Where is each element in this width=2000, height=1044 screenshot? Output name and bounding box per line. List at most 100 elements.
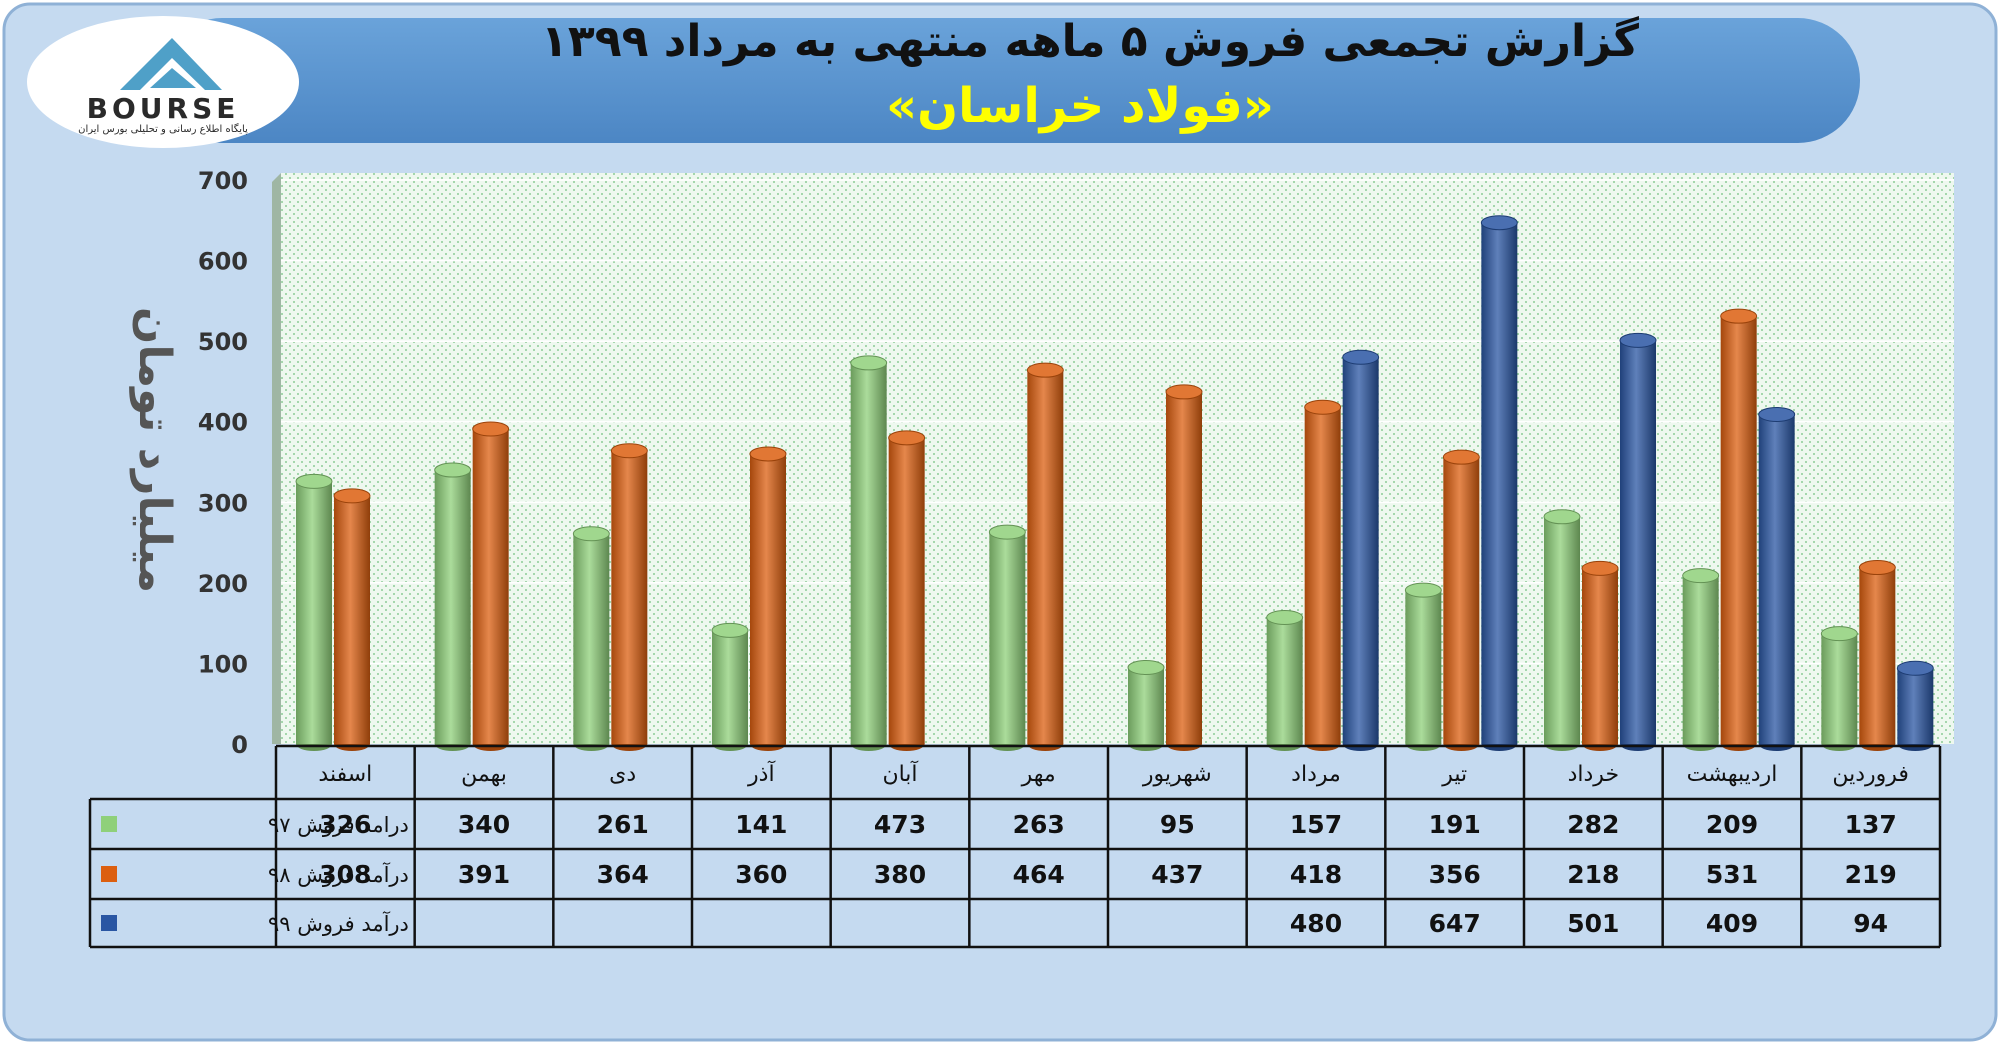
bar xyxy=(1026,362,1064,751)
logo-tagline: پایگاه اطلاع رسانی و تحلیلی بورس ایران xyxy=(78,123,248,135)
data-cell: 501 xyxy=(1567,909,1619,938)
y-tick-label: 700 xyxy=(198,167,248,195)
bar xyxy=(1442,449,1480,751)
data-cell: 308 xyxy=(319,860,371,889)
bar xyxy=(610,443,648,751)
data-cell: 157 xyxy=(1290,810,1342,839)
bar xyxy=(1858,560,1896,751)
y-tick-label: 600 xyxy=(198,248,248,276)
report-title: گزارش تجمعی فروش ۵ ماهه منتهی به مرداد ۱… xyxy=(541,15,1639,67)
logo-wordmark: BOURSE xyxy=(87,92,240,125)
plot-area xyxy=(281,173,1954,744)
bourse-logo: BOURSE پایگاه اطلاع رسانی و تحلیلی بورس … xyxy=(27,16,299,148)
category-label: مرداد xyxy=(1291,762,1341,787)
series-name: درامد فروش ۹۷ xyxy=(268,813,409,837)
data-cell: 647 xyxy=(1429,909,1481,938)
legend-entry: درآمد فروش ۹۸ xyxy=(101,862,409,887)
series-name: درآمد فروش ۹۹ xyxy=(268,911,409,936)
y-tick-label: 200 xyxy=(198,570,248,598)
data-cell: 418 xyxy=(1290,860,1342,889)
bar xyxy=(1165,384,1203,751)
bar xyxy=(988,524,1026,751)
legend-entry: درامد فروش ۹۷ xyxy=(101,813,409,837)
data-cell: 261 xyxy=(597,810,649,839)
report-subtitle: «فولاد خراسان» xyxy=(886,78,1274,134)
bar xyxy=(1720,308,1758,751)
data-cell: 326 xyxy=(319,810,371,839)
data-cell: 391 xyxy=(458,860,510,889)
bar xyxy=(472,421,510,751)
header-band xyxy=(160,18,1860,143)
category-label: دی xyxy=(609,762,636,787)
legend-swatch xyxy=(101,915,117,931)
category-label: خرداد xyxy=(1568,762,1619,787)
bars xyxy=(295,215,1934,751)
category-label: اردیبهشت xyxy=(1687,762,1778,787)
bar xyxy=(1896,660,1934,751)
bar xyxy=(1266,610,1304,751)
bar xyxy=(1127,659,1165,751)
plot-side-wall xyxy=(272,173,281,744)
data-cell: 473 xyxy=(874,810,926,839)
category-label: آبان xyxy=(882,760,918,787)
bar xyxy=(295,473,333,751)
data-cell: 282 xyxy=(1567,810,1619,839)
bar xyxy=(1480,215,1518,751)
bar xyxy=(850,355,888,751)
category-label: مهر xyxy=(1021,762,1056,787)
y-tick-label: 0 xyxy=(231,731,248,759)
data-cell: 141 xyxy=(735,810,787,839)
data-cell: 340 xyxy=(458,810,510,839)
data-cell: 94 xyxy=(1853,909,1888,938)
data-cell: 464 xyxy=(1013,860,1065,889)
bar xyxy=(572,526,610,751)
bar xyxy=(1758,406,1796,751)
y-axis-label: میلیارد تومان xyxy=(129,307,180,593)
legend-entry: درآمد فروش ۹۹ xyxy=(101,911,409,936)
bar xyxy=(333,488,371,751)
data-cell: 360 xyxy=(735,860,787,889)
bar xyxy=(749,446,787,751)
bar xyxy=(1820,626,1858,751)
bar xyxy=(1619,332,1657,751)
series-name: درآمد فروش ۹۸ xyxy=(268,862,409,887)
data-cell: 219 xyxy=(1845,860,1897,889)
data-cell: 218 xyxy=(1567,860,1619,889)
category-label: اسفند xyxy=(318,762,372,787)
legend-swatch xyxy=(101,866,117,882)
data-cell: 191 xyxy=(1429,810,1481,839)
category-label: بهمن xyxy=(461,762,507,787)
data-cell: 263 xyxy=(1013,810,1065,839)
data-cell: 364 xyxy=(597,860,649,889)
bar xyxy=(1682,568,1720,751)
y-axis: 0 100 200 300 400 500 600 700 xyxy=(198,167,248,759)
data-cell: 356 xyxy=(1429,860,1481,889)
data-cell: 137 xyxy=(1845,810,1897,839)
data-cell: 95 xyxy=(1160,810,1195,839)
bar xyxy=(1342,349,1380,751)
data-cell: 380 xyxy=(874,860,926,889)
logo-mark-icon xyxy=(120,38,222,90)
bar xyxy=(1304,399,1342,751)
data-cell: 437 xyxy=(1151,860,1203,889)
y-tick-label: 100 xyxy=(198,650,248,678)
y-tick-label: 500 xyxy=(198,328,248,356)
legend-swatch xyxy=(101,816,117,832)
bar xyxy=(1581,560,1619,751)
data-cell: 409 xyxy=(1706,909,1758,938)
category-label: فروردین xyxy=(1832,762,1909,787)
bar xyxy=(1404,582,1442,751)
y-tick-label: 400 xyxy=(198,409,248,437)
data-cell: 480 xyxy=(1290,909,1342,938)
data-cell: 531 xyxy=(1706,860,1758,889)
bar xyxy=(888,430,926,751)
category-label: تیر xyxy=(1441,762,1467,787)
data-cell: 209 xyxy=(1706,810,1758,839)
gridlines xyxy=(281,179,1954,665)
category-label: شهریور xyxy=(1142,762,1212,787)
category-label: آذر xyxy=(747,760,775,787)
bar xyxy=(434,462,472,751)
y-tick-label: 300 xyxy=(198,489,248,517)
